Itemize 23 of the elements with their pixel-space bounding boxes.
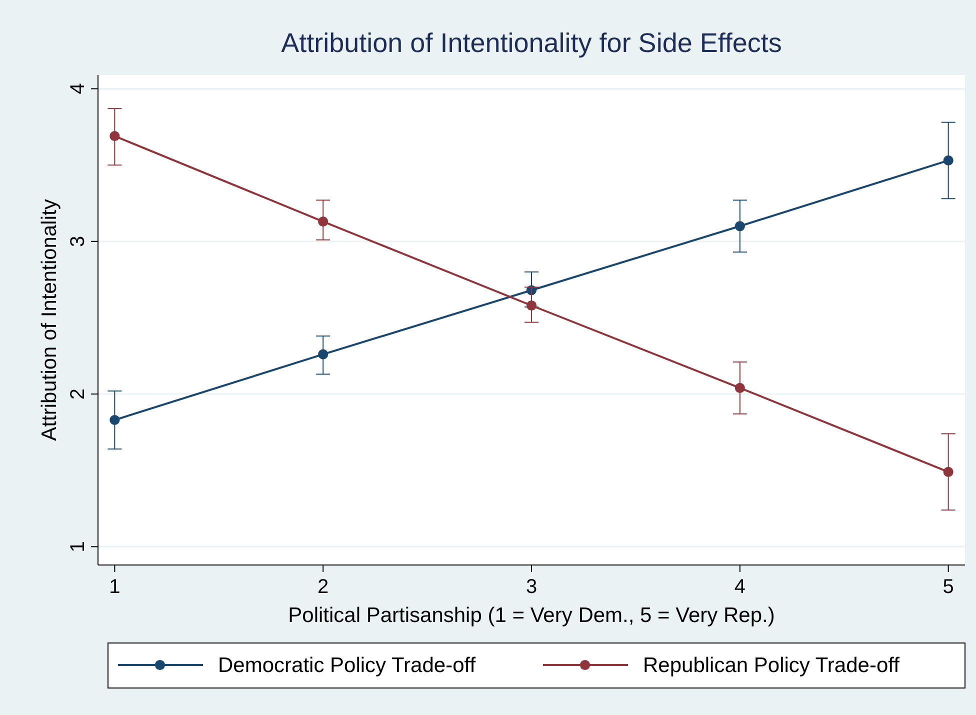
point bbox=[734, 221, 745, 232]
x-axis-title: Political Partisanship (1 = Very Dem., 5 = Very Rep.) bbox=[288, 604, 775, 627]
point bbox=[943, 155, 954, 166]
x-tick-label: 1 bbox=[109, 576, 120, 598]
point bbox=[318, 216, 328, 227]
legend-label: Democratic Policy Trade-off bbox=[218, 654, 476, 677]
point bbox=[318, 349, 328, 360]
chart-title: Attribution of Intentionality for Side Effects bbox=[281, 28, 782, 58]
x-tick-label: 5 bbox=[942, 576, 954, 598]
x-tick-label: 3 bbox=[526, 576, 538, 598]
y-axis-title: Attribution of Intentionality bbox=[38, 198, 61, 441]
point bbox=[110, 414, 120, 426]
legend-label: Republican Policy Trade-off bbox=[643, 654, 900, 677]
y-tick-label: 2 bbox=[67, 388, 89, 400]
point bbox=[110, 131, 120, 142]
point bbox=[526, 300, 537, 311]
point bbox=[943, 466, 954, 477]
y-tick-label: 1 bbox=[67, 541, 89, 552]
x-tick-label: 4 bbox=[734, 576, 746, 598]
x-tick-label: 2 bbox=[318, 576, 329, 598]
y-tick-label: 4 bbox=[67, 83, 89, 94]
y-tick-label: 3 bbox=[67, 236, 89, 247]
point bbox=[734, 382, 745, 393]
